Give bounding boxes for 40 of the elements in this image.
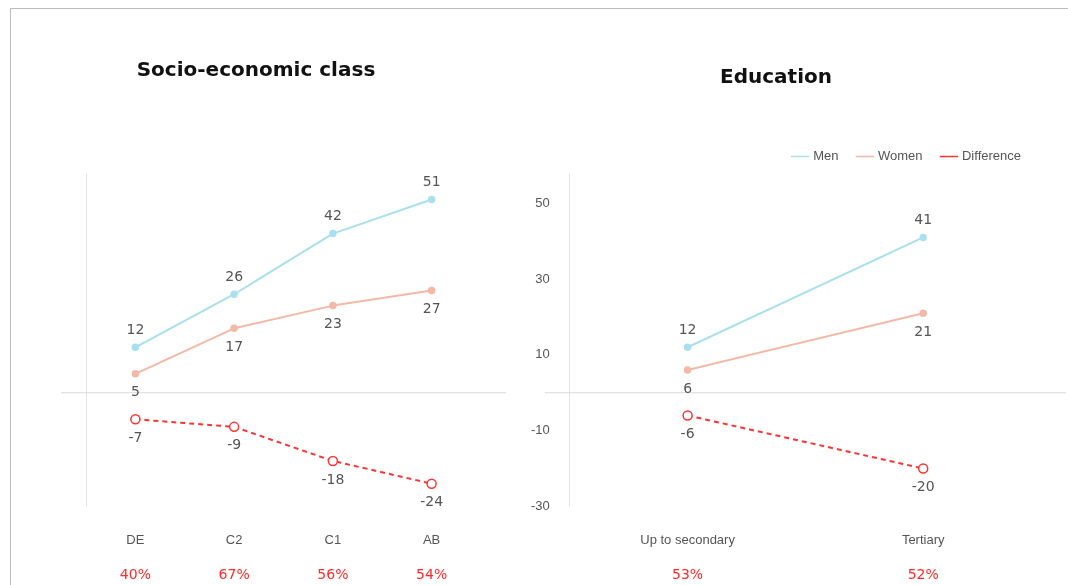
x-tick-label: Up to secondary bbox=[640, 531, 736, 547]
text: 52% bbox=[907, 565, 939, 582]
chart-title: Education bbox=[720, 64, 832, 89]
data-label: 6 bbox=[683, 379, 693, 396]
data-label: 27 bbox=[422, 300, 441, 317]
x-tick-label: Tertiary bbox=[901, 531, 945, 547]
y-tick-label: -30 bbox=[530, 497, 550, 513]
x-tick-label: C1 bbox=[324, 531, 342, 547]
legend-label: Women bbox=[877, 148, 923, 164]
data-label: 41 bbox=[914, 211, 933, 228]
data-label: 42 bbox=[323, 207, 342, 224]
data-label: -6 bbox=[680, 425, 695, 442]
text: 54% bbox=[416, 565, 448, 582]
legend-label: Men bbox=[813, 148, 839, 164]
x-tick-label: DE bbox=[126, 531, 145, 547]
x-tick-label: AB bbox=[422, 531, 441, 547]
text: 53% bbox=[672, 565, 704, 582]
data-label: -7 bbox=[128, 428, 143, 445]
y-tick-label: 10 bbox=[535, 346, 550, 362]
data-label: 12 bbox=[126, 320, 145, 337]
text: 67% bbox=[218, 565, 250, 582]
text: 56% bbox=[317, 565, 349, 582]
data-label: 5 bbox=[130, 383, 140, 400]
data-label: -9 bbox=[227, 436, 242, 453]
y-tick-label: 30 bbox=[535, 270, 550, 286]
data-label: -18 bbox=[321, 470, 345, 487]
data-label: 21 bbox=[914, 322, 933, 339]
data-label: 23 bbox=[323, 315, 342, 332]
data-label: 17 bbox=[225, 337, 244, 354]
legend-label: Difference bbox=[961, 148, 1021, 164]
x-tick-label: C2 bbox=[225, 531, 243, 547]
data-label: -20 bbox=[911, 478, 935, 495]
text: 40% bbox=[119, 565, 151, 582]
y-tick-label: -10 bbox=[530, 422, 550, 438]
data-label: 12 bbox=[678, 320, 697, 337]
chart-title: Socio-economic class bbox=[136, 57, 376, 82]
data-label: -24 bbox=[420, 493, 444, 510]
y-tick-label: 50 bbox=[535, 194, 550, 210]
data-label: 26 bbox=[225, 267, 244, 284]
data-label: 51 bbox=[422, 173, 441, 190]
